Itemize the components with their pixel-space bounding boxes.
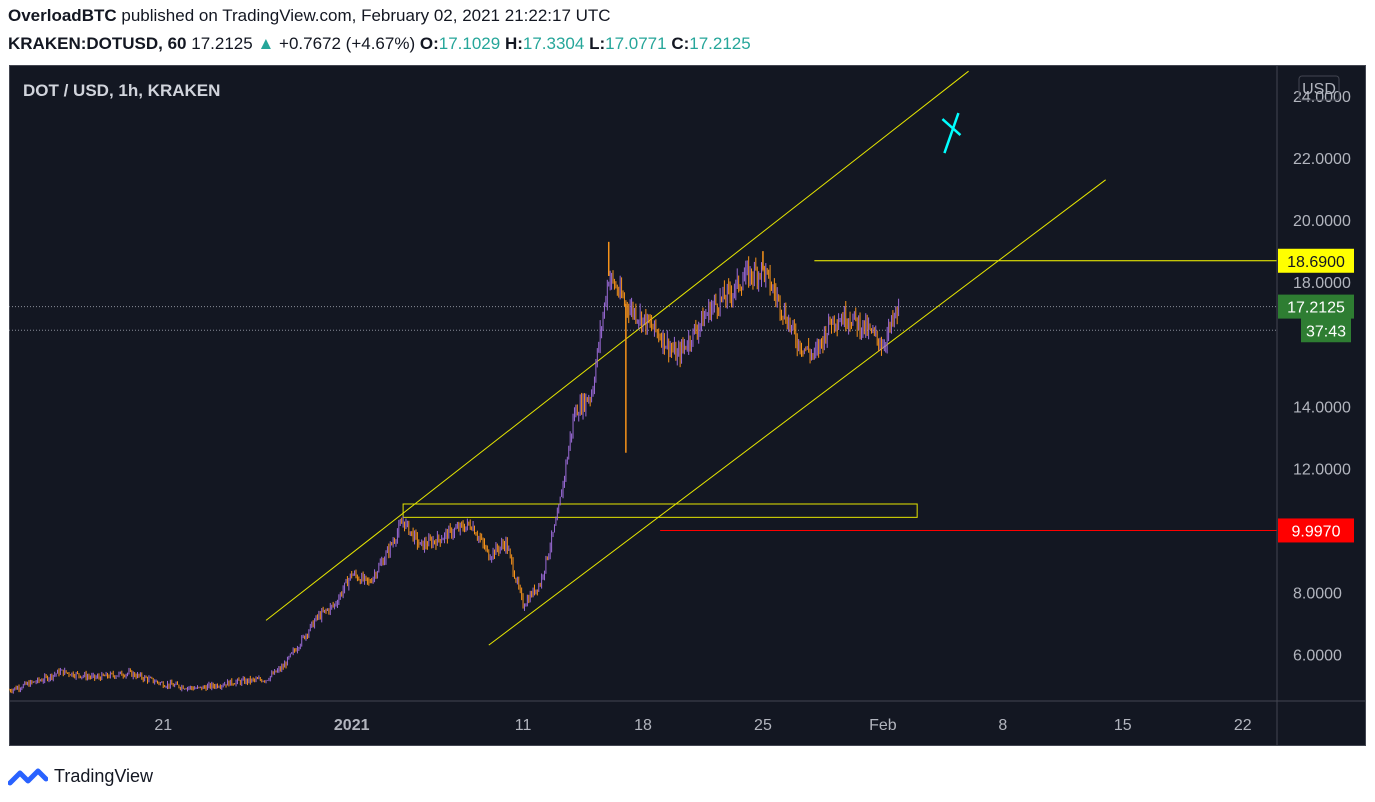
footer-brand[interactable]: TradingView	[54, 765, 154, 786]
yellow-level-tag-bg	[1278, 248, 1354, 273]
countdown-tag: 37:43	[1306, 323, 1346, 340]
publish-text: published on TradingView.com, February 0…	[116, 6, 611, 25]
up-arrow-icon: ▲	[257, 34, 275, 53]
price-tick-label: 6.0000	[1293, 647, 1342, 664]
symbol-name[interactable]: KRAKEN:DOTUSD, 60	[8, 34, 187, 53]
time-tick-label: 2021	[334, 717, 370, 734]
yellow-level-tag: 18.6900	[1287, 254, 1345, 271]
currency-box[interactable]	[1298, 75, 1340, 101]
price-change: +0.7672 (+4.67%)	[279, 34, 416, 53]
price-tick-label: 18.0000	[1293, 275, 1351, 292]
time-tick-label: 21	[154, 717, 172, 734]
red-level-tag: 9.9970	[1292, 523, 1341, 540]
chart-title: DOT / USD, 1h, KRAKEN	[23, 81, 220, 100]
red-level-tag-bg	[1278, 518, 1354, 543]
price-tick-label: 12.0000	[1293, 461, 1351, 478]
footer: TradingView	[8, 764, 153, 788]
author-name[interactable]: OverloadBTC	[8, 6, 117, 25]
price-tick-label: 14.0000	[1293, 399, 1351, 416]
countdown-bg	[1301, 318, 1351, 343]
price-chart[interactable]: 24.0000 22.0000 20.0000 18.0000 14.0000 12.00…	[9, 65, 1366, 746]
time-tick-label: 15	[1114, 717, 1132, 734]
price-tick-label: 20.0000	[1293, 213, 1351, 230]
open-label: O:	[419, 34, 439, 53]
chart-frame[interactable]	[9, 65, 1366, 746]
price-tick-label: 8.0000	[1293, 585, 1342, 602]
cross-marker-icon[interactable]	[941, 118, 962, 136]
price-tick-label: 24.0000	[1293, 89, 1351, 106]
close-label: C:	[671, 34, 690, 53]
time-tick-label: 25	[754, 717, 772, 734]
last-price: 17.2125	[191, 34, 253, 53]
open-value: 17.1029	[438, 34, 501, 53]
publish-info: OverloadBTC published on TradingView.com…	[8, 6, 611, 26]
time-tick-label: 22	[1234, 717, 1252, 734]
low-label: L:	[589, 34, 606, 53]
time-tick-label: 8	[998, 717, 1007, 734]
trendline-0[interactable]	[265, 70, 969, 621]
resistance-rectangle[interactable]	[402, 503, 918, 518]
trendline-1[interactable]	[488, 179, 1106, 646]
time-tick-label: Feb	[869, 717, 897, 734]
close-value: 17.2125	[689, 34, 751, 53]
high-label: H:	[504, 34, 523, 53]
time-tick-label: 11	[515, 717, 532, 734]
high-value: 17.3304	[522, 34, 585, 53]
currency-label: USD	[1302, 81, 1336, 98]
cross-marker-icon[interactable]	[943, 112, 960, 154]
price-tick-label: 22.0000	[1293, 151, 1351, 168]
last-price-tag-bg	[1278, 294, 1354, 319]
last-price-tag: 17.2125	[1287, 300, 1345, 317]
tradingview-logo-icon[interactable]	[8, 765, 48, 787]
symbol-info: KRAKEN:DOTUSD, 60 17.2125 ▲ +0.7672 (+4.…	[8, 34, 751, 54]
low-value: 17.0771	[605, 34, 667, 53]
time-tick-label: 18	[634, 717, 652, 734]
